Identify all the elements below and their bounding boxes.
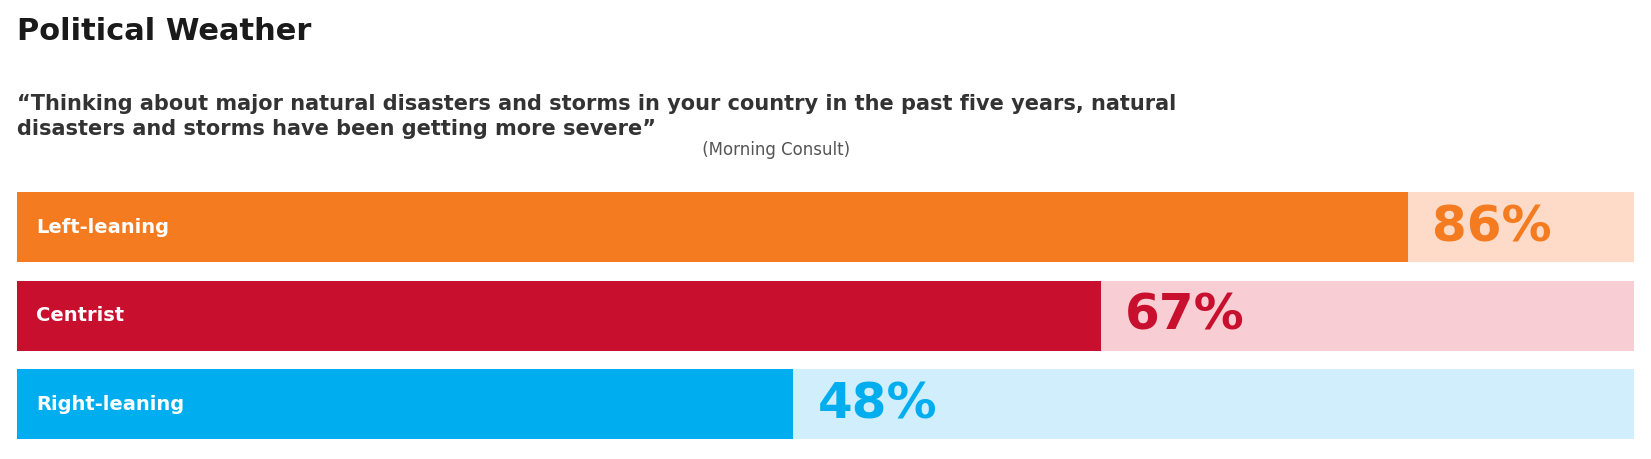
Bar: [17, 192, 1634, 262]
Text: 67%: 67%: [1124, 291, 1245, 340]
Bar: [17, 192, 1408, 262]
Text: Right-leaning: Right-leaning: [36, 395, 183, 414]
Bar: [17, 369, 792, 439]
Bar: [17, 281, 1634, 351]
Bar: [17, 369, 1634, 439]
Text: 86%: 86%: [1433, 203, 1552, 251]
Text: “Thinking about major natural disasters and storms in your country in the past f: “Thinking about major natural disasters …: [17, 94, 1176, 139]
Text: (Morning Consult): (Morning Consult): [697, 141, 850, 159]
Text: Centrist: Centrist: [36, 306, 124, 325]
Text: Political Weather: Political Weather: [17, 17, 310, 46]
Text: 48%: 48%: [817, 380, 938, 428]
Bar: [17, 281, 1101, 351]
Text: Left-leaning: Left-leaning: [36, 218, 168, 236]
